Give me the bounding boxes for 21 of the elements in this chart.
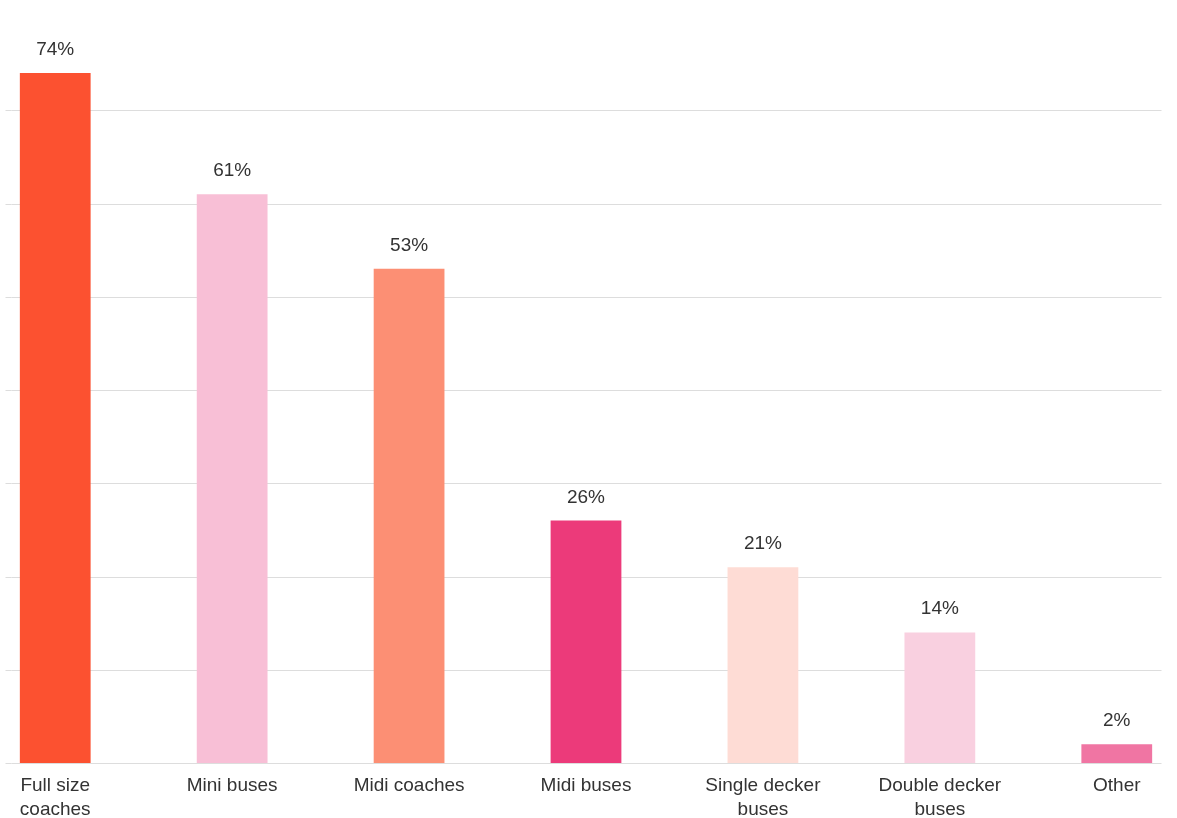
x-tick-label: Other [1093, 773, 1142, 795]
x-tick-label: Full size coaches [19, 773, 91, 818]
bar [727, 567, 799, 763]
data-label: 21% [743, 532, 783, 554]
data-label: 26% [566, 485, 606, 507]
bar [550, 520, 622, 763]
x-tick-label: Single decker buses [705, 773, 822, 818]
bar [1081, 744, 1153, 763]
data-label: 14% [920, 597, 959, 619]
bar [19, 73, 91, 763]
bar [196, 194, 268, 763]
data-label: 53% [390, 233, 429, 255]
x-tick-label: Double decker buses [878, 773, 1002, 818]
data-label: 2% [1103, 709, 1131, 731]
bar [904, 632, 976, 763]
data-label: 74% [36, 38, 75, 59]
x-tick-label: Midi coaches [353, 773, 465, 795]
x-tick-label: Mini buses [186, 773, 278, 795]
bar [373, 268, 445, 763]
x-tick-label: Midi buses [540, 773, 632, 795]
data-label: 61% [213, 159, 252, 181]
